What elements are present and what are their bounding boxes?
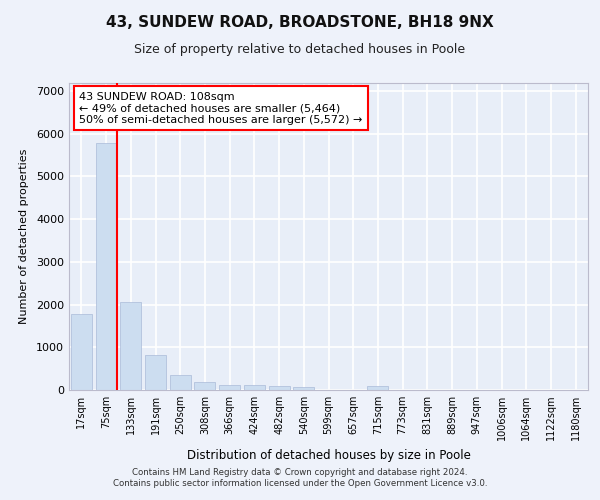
Text: 43 SUNDEW ROAD: 108sqm
← 49% of detached houses are smaller (5,464)
50% of semi-: 43 SUNDEW ROAD: 108sqm ← 49% of detached… xyxy=(79,92,363,125)
Bar xyxy=(293,387,314,390)
Bar xyxy=(244,386,265,390)
X-axis label: Distribution of detached houses by size in Poole: Distribution of detached houses by size … xyxy=(187,448,470,462)
Bar xyxy=(120,302,141,390)
Bar xyxy=(219,385,240,390)
Text: 43, SUNDEW ROAD, BROADSTONE, BH18 9NX: 43, SUNDEW ROAD, BROADSTONE, BH18 9NX xyxy=(106,15,494,30)
Y-axis label: Number of detached properties: Number of detached properties xyxy=(19,148,29,324)
Bar xyxy=(269,386,290,390)
Text: Size of property relative to detached houses in Poole: Size of property relative to detached ho… xyxy=(134,42,466,56)
Bar xyxy=(95,143,116,390)
Bar xyxy=(145,356,166,390)
Bar xyxy=(71,314,92,390)
Text: Contains HM Land Registry data © Crown copyright and database right 2024.
Contai: Contains HM Land Registry data © Crown c… xyxy=(113,468,487,487)
Bar xyxy=(367,386,388,390)
Bar xyxy=(194,382,215,390)
Bar xyxy=(170,376,191,390)
